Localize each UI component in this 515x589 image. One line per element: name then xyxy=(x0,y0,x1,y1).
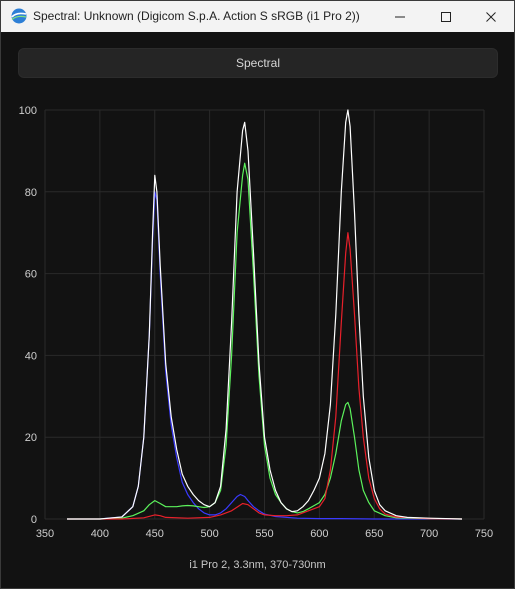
title-bar[interactable]: Spectral: Unknown (Digicom S.p.A. Action… xyxy=(1,1,514,32)
x-tick-label: 550 xyxy=(255,528,273,540)
x-tick-label: 500 xyxy=(200,528,218,540)
x-tick-label: 400 xyxy=(91,528,109,540)
y-tick-label: 0 xyxy=(31,514,37,526)
y-tick-label: 100 xyxy=(19,105,37,117)
series-line-red xyxy=(67,232,463,520)
x-tick-label: 350 xyxy=(36,528,54,540)
instrument-label: i1 Pro 2, 3.3nm, 370-730nm xyxy=(189,559,326,571)
maximize-icon xyxy=(441,12,451,22)
series-line-white xyxy=(67,109,463,520)
y-tick-label: 60 xyxy=(25,269,37,281)
y-tick-label: 80 xyxy=(25,187,37,199)
close-icon xyxy=(486,12,496,22)
minimize-icon xyxy=(395,16,405,18)
spectral-app-icon xyxy=(11,8,27,24)
x-tick-label: 600 xyxy=(310,528,328,540)
x-tick-label: 650 xyxy=(365,528,383,540)
minimize-button[interactable] xyxy=(377,1,423,32)
tab-spectral[interactable]: Spectral xyxy=(18,48,498,78)
maximize-button[interactable] xyxy=(423,1,469,32)
y-tick-label: 40 xyxy=(25,350,37,362)
tab-spectral-label: Spectral xyxy=(235,56,281,70)
y-tick-label: 20 xyxy=(25,432,37,444)
spectral-chart: 350 400 450 500 550 600 650 700 750 0 20 40 60 80 100 xyxy=(19,105,494,540)
x-tick-label: 700 xyxy=(420,528,438,540)
x-tick-label: 450 xyxy=(146,528,164,540)
window-title: Spectral: Unknown (Digicom S.p.A. Action… xyxy=(33,9,360,23)
x-tick-label: 750 xyxy=(475,528,493,540)
series-line-green xyxy=(67,162,463,520)
close-button[interactable] xyxy=(468,1,514,32)
